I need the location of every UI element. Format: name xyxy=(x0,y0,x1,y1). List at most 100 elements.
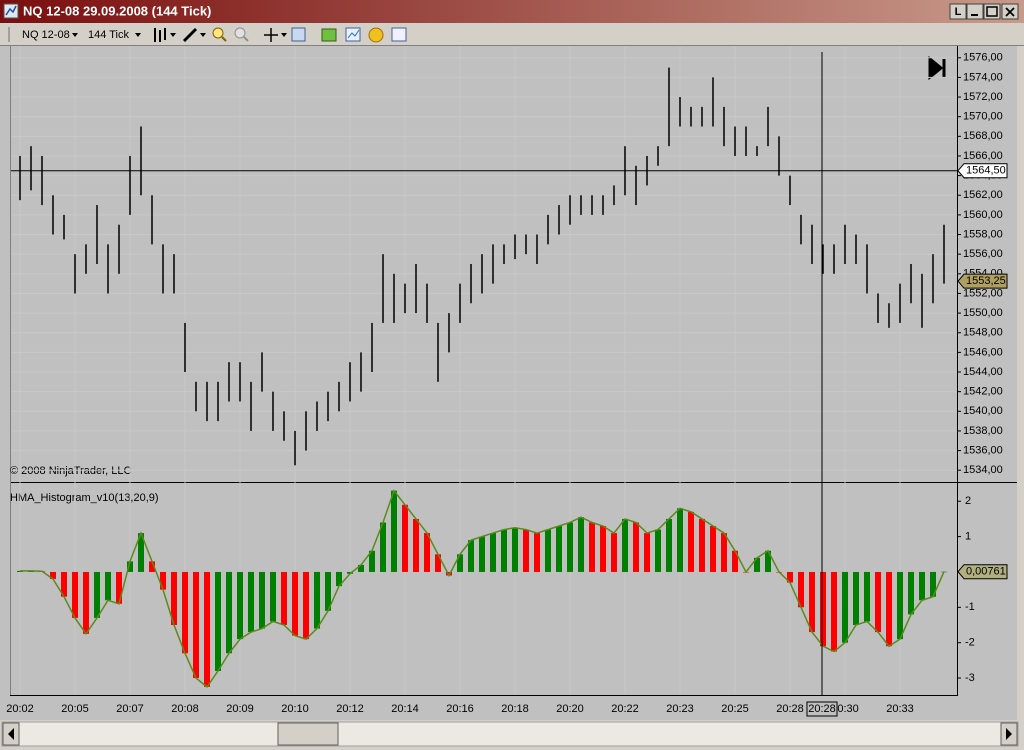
scroll-right-arrow xyxy=(1006,728,1012,740)
histogram-bar xyxy=(303,571,309,640)
scrollbar-track[interactable] xyxy=(1,721,1019,747)
histogram-bar xyxy=(61,571,67,597)
histogram-bar xyxy=(655,529,661,572)
histogram-bar xyxy=(336,571,342,587)
indicator-glyph xyxy=(347,29,360,39)
bar-style-button[interactable] xyxy=(154,28,176,42)
y-tick-label: 1558,00 xyxy=(963,228,1003,240)
histogram-bar xyxy=(325,571,331,611)
histogram-bar xyxy=(435,554,441,572)
x-tick-label: 20:09 xyxy=(226,703,254,715)
dropdown-arrow xyxy=(135,33,141,37)
crosshair-time-box xyxy=(806,701,838,717)
scrollbar-thumb[interactable] xyxy=(277,722,339,746)
histogram-bar xyxy=(446,571,452,576)
y-tick-label: 1536,00 xyxy=(963,444,1003,456)
crosshair-glyph xyxy=(264,28,278,42)
y2-tick-label: 1 xyxy=(965,531,971,543)
last-price-label: 1553,25 xyxy=(966,275,1006,287)
chart-border xyxy=(1017,46,1024,720)
zoom-handle xyxy=(243,36,249,42)
histogram-bar xyxy=(50,571,56,580)
histogram-bar xyxy=(820,571,826,647)
histogram-bar xyxy=(622,518,628,572)
histogram-bar xyxy=(930,571,936,597)
histogram-bar xyxy=(611,533,617,572)
scroll-to-end-button[interactable] xyxy=(928,55,946,81)
histogram-bar xyxy=(600,526,606,572)
y-tick-label: 1570,00 xyxy=(963,111,1003,123)
histogram-bar xyxy=(215,571,221,671)
histogram-bar xyxy=(270,571,276,622)
x-tick-label: 20:22 xyxy=(611,703,639,715)
x-tick-label: 20:07 xyxy=(116,703,144,715)
minimize-button[interactable] xyxy=(966,3,984,20)
copyright: © 2008 NinjaTrader, LLC xyxy=(10,465,131,477)
histogram-bar xyxy=(171,571,177,625)
histogram-bar xyxy=(919,571,925,601)
x-tick-label: 20:23 xyxy=(666,703,694,715)
dropdown-arrow xyxy=(72,33,78,37)
minimize-glyph xyxy=(971,14,978,16)
histogram-bar xyxy=(292,571,298,636)
y-tick-label: 1534,00 xyxy=(963,464,1003,476)
x-tick-label: 20:18 xyxy=(501,703,529,715)
histogram-bar xyxy=(721,533,727,572)
interval-select[interactable]: 144 Tick xyxy=(88,29,129,41)
data-box-button[interactable] xyxy=(391,27,407,42)
zoom-in-button[interactable] xyxy=(212,27,227,42)
histogram-bar xyxy=(380,522,386,572)
app-icon-glyph xyxy=(5,5,17,16)
histogram-bar xyxy=(501,529,507,572)
close-glyph xyxy=(1005,7,1015,17)
histogram-bar xyxy=(710,526,716,572)
chart-marks: 1534,00 1536,00 1538,00 1540,00 1542,00 1544,… xyxy=(6,46,1008,717)
x-tick-label: 20:28 xyxy=(776,703,804,715)
y-tick-label: 1544,00 xyxy=(963,366,1003,378)
maximize-glyph xyxy=(986,6,998,17)
title-bar xyxy=(0,0,1024,23)
histogram-bar xyxy=(182,571,188,654)
histogram-bar xyxy=(314,571,320,629)
x-tick-label: 20:12 xyxy=(336,703,364,715)
last-value-marker xyxy=(957,564,1008,580)
draw-tool-button[interactable] xyxy=(182,27,206,43)
x-tick-label: 20:30 xyxy=(831,703,859,715)
dropdown-arrow xyxy=(200,33,206,37)
histogram-bar xyxy=(468,540,474,572)
histogram-bar xyxy=(875,571,881,633)
histogram-bar xyxy=(523,529,529,572)
histogram-bar xyxy=(732,550,738,572)
zoom-out-button[interactable] xyxy=(234,27,249,42)
histogram-bar xyxy=(457,554,463,572)
histogram-bar xyxy=(754,557,760,572)
x-tick-label: 20:02 xyxy=(6,703,34,715)
properties-button[interactable] xyxy=(291,27,306,42)
y-tick-label: 1562,00 xyxy=(963,189,1003,201)
histogram-bar xyxy=(204,571,210,687)
histogram-bar xyxy=(259,571,265,629)
histogram-bar xyxy=(688,511,694,572)
strategy-button[interactable] xyxy=(321,28,337,42)
histogram-bar xyxy=(94,571,100,618)
histogram-bar xyxy=(391,490,397,572)
histogram-bar xyxy=(545,529,551,572)
x-tick-label: 20:08 xyxy=(171,703,199,715)
crosshair-button[interactable] xyxy=(264,28,287,42)
histogram-bar xyxy=(479,536,485,572)
histogram-bar xyxy=(809,571,815,633)
money-button[interactable] xyxy=(368,27,384,43)
histogram-bar xyxy=(644,533,650,572)
x-tick-label: 20:20 xyxy=(556,703,584,715)
histogram-bar xyxy=(512,527,518,572)
window-button-l[interactable] xyxy=(949,3,967,20)
histogram-bar xyxy=(853,571,859,625)
instrument-select[interactable]: NQ 12-08 xyxy=(22,29,70,41)
dropdown-arrow xyxy=(281,33,287,37)
y-tick-label: 1542,00 xyxy=(963,386,1003,398)
y-tick-label: 1576,00 xyxy=(963,52,1003,64)
histogram-bar xyxy=(413,518,419,572)
histogram-bar xyxy=(908,571,914,615)
